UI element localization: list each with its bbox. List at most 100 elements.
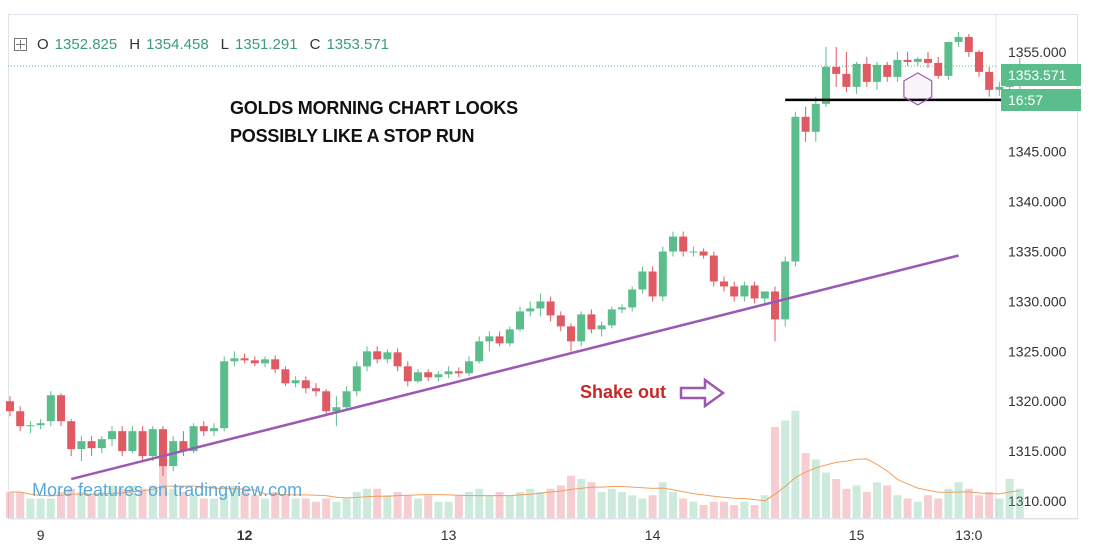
candle-body[interactable] — [791, 116, 800, 262]
candle-body[interactable] — [465, 361, 473, 374]
candle-body[interactable] — [638, 271, 647, 290]
candle-body[interactable] — [577, 314, 586, 342]
candle-body[interactable] — [6, 401, 14, 412]
crosshair-icon[interactable] — [14, 38, 27, 51]
candle-body[interactable] — [475, 341, 484, 362]
candle-body[interactable] — [648, 271, 657, 297]
candle-body[interactable] — [862, 63, 871, 82]
candle-body[interactable] — [771, 291, 779, 320]
candle-body[interactable] — [801, 116, 810, 132]
candle-body[interactable] — [709, 255, 718, 282]
candle-body[interactable] — [108, 431, 116, 440]
candle-body[interactable] — [628, 289, 637, 308]
candle-body[interactable] — [689, 251, 698, 253]
candle-body[interactable] — [903, 59, 912, 62]
candle-body[interactable] — [720, 281, 728, 287]
candle-body[interactable] — [159, 429, 167, 467]
candle-body[interactable] — [444, 371, 453, 375]
candle-body[interactable] — [760, 291, 769, 299]
candle-body[interactable] — [883, 64, 892, 77]
candle-body[interactable] — [913, 58, 922, 62]
candle-body[interactable] — [393, 352, 402, 367]
candle-body[interactable] — [985, 71, 994, 90]
candle-body[interactable] — [138, 431, 147, 457]
candle-body[interactable] — [312, 388, 320, 392]
candle-body[interactable] — [495, 336, 504, 344]
candle-body[interactable] — [740, 285, 749, 297]
candle-body[interactable] — [383, 352, 392, 360]
candle-body[interactable] — [424, 372, 433, 378]
candle-body[interactable] — [597, 325, 606, 330]
candle-body[interactable] — [87, 441, 96, 449]
candle-body[interactable] — [16, 411, 25, 427]
candle-body[interactable] — [526, 308, 535, 312]
hexagon-icon[interactable] — [903, 72, 933, 106]
candle-body[interactable] — [618, 307, 626, 310]
candle-body[interactable] — [179, 441, 188, 452]
candle-body[interactable] — [811, 103, 820, 132]
candle-body[interactable] — [301, 380, 310, 389]
candle-body[interactable] — [679, 236, 688, 252]
candle-body[interactable] — [975, 51, 983, 72]
candle-body[interactable] — [822, 66, 830, 104]
candle-body[interactable] — [995, 86, 1004, 90]
candle-body[interactable] — [57, 395, 65, 422]
candle-body[interactable] — [230, 358, 239, 362]
candle-body[interactable] — [607, 309, 616, 326]
candle-body[interactable] — [373, 351, 382, 360]
candle-body[interactable] — [546, 301, 555, 316]
candle-body[interactable] — [944, 41, 953, 76]
candle-body[interactable] — [699, 251, 708, 256]
trendline[interactable] — [70, 254, 959, 481]
candle-body[interactable] — [281, 369, 290, 384]
candle-body[interactable] — [36, 423, 45, 426]
candle-body[interactable] — [934, 62, 943, 76]
candle-body[interactable] — [924, 58, 932, 63]
candle-body[interactable] — [556, 315, 565, 327]
candle-body[interactable] — [516, 311, 524, 330]
candle-body[interactable] — [322, 391, 331, 412]
candle-body[interactable] — [669, 236, 677, 252]
candle-body[interactable] — [781, 261, 790, 320]
candle-body[interactable] — [750, 285, 759, 299]
candle-body[interactable] — [261, 359, 269, 364]
candle-body[interactable] — [567, 326, 575, 342]
candle-body[interactable] — [730, 286, 739, 297]
candle-body[interactable] — [210, 428, 218, 432]
candle-body[interactable] — [454, 371, 463, 374]
candle-body[interactable] — [505, 329, 514, 344]
candle-body[interactable] — [189, 426, 198, 452]
candle-body[interactable] — [220, 361, 229, 429]
candle-body[interactable] — [587, 314, 596, 330]
candle-body[interactable] — [414, 372, 422, 382]
candle-body[interactable] — [964, 36, 973, 52]
candle-body[interactable] — [240, 358, 249, 361]
candle-body[interactable] — [434, 374, 443, 378]
candle-body[interactable] — [658, 251, 667, 297]
candle-body[interactable] — [97, 439, 106, 449]
candle-body[interactable] — [118, 431, 127, 452]
candle-body[interactable] — [26, 425, 35, 427]
candle-body[interactable] — [842, 73, 851, 87]
candle-body[interactable] — [46, 395, 55, 422]
candle-body[interactable] — [291, 380, 300, 384]
candle-body[interactable] — [873, 64, 881, 82]
candle-body[interactable] — [271, 359, 280, 370]
candle-body[interactable] — [832, 66, 841, 74]
candle-body[interactable] — [536, 301, 545, 309]
candle-body[interactable] — [852, 63, 861, 87]
candle-body[interactable] — [363, 351, 371, 367]
candle-body[interactable] — [148, 429, 157, 457]
candle-body[interactable] — [250, 360, 259, 364]
candle-body[interactable] — [199, 426, 208, 432]
candle-body[interactable] — [893, 59, 902, 77]
candle-body[interactable] — [77, 441, 86, 450]
candle-body[interactable] — [954, 36, 963, 42]
candle-body[interactable] — [352, 366, 361, 392]
candle-body[interactable] — [128, 431, 137, 452]
candle-body[interactable] — [485, 336, 494, 342]
candle-body[interactable] — [403, 366, 412, 382]
candle-body[interactable] — [332, 407, 341, 412]
tradingview-watermark[interactable]: More features on tradingview.com — [32, 480, 303, 500]
